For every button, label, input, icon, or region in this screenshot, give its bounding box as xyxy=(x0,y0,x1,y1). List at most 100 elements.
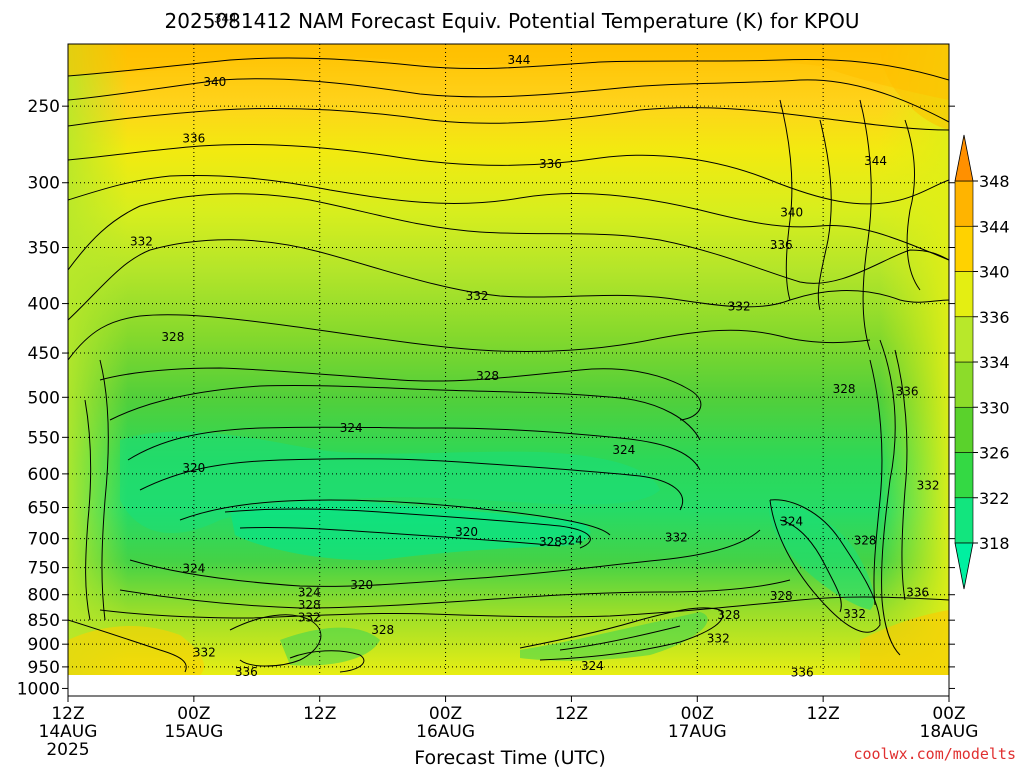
contour-label-23: 332 xyxy=(665,530,688,544)
x-tick-label-7: 00Z xyxy=(932,704,965,724)
colorbar-band-330 xyxy=(954,361,974,408)
x-tick-date-7: 18AUG xyxy=(920,722,979,742)
colorbar-top-arrow xyxy=(954,134,974,182)
warm-lower-left xyxy=(68,625,204,675)
left-edge-warm xyxy=(68,44,128,675)
ground-surface xyxy=(68,675,949,696)
plot-frame xyxy=(67,43,950,697)
green-lower-left xyxy=(280,627,380,666)
contour-label-14: 324 xyxy=(340,421,363,435)
contour-label-3: 340 xyxy=(203,75,226,89)
y-tick-label-500: 500 xyxy=(28,388,60,408)
y-tick-label-350: 350 xyxy=(28,238,60,258)
y-tick-label-800: 800 xyxy=(28,586,60,606)
x-tick-label-1: 00Z xyxy=(177,704,210,724)
colorbar-band-318 xyxy=(954,497,974,544)
credit-text: coolwx.com/modelts xyxy=(853,745,1016,763)
contour-label-4: 340 xyxy=(780,205,803,219)
warm-band-upper xyxy=(68,44,949,100)
contour-label-31: 328 xyxy=(717,608,740,622)
contour-label-32: 332 xyxy=(707,632,730,646)
colorbar-label-344: 344 xyxy=(979,217,1010,236)
contour-label-2: 344 xyxy=(864,154,887,168)
y-tick-label-300: 300 xyxy=(28,174,60,194)
y-tick-label-550: 550 xyxy=(28,428,60,448)
contour-label-5: 336 xyxy=(182,131,205,145)
x-tick-label-5: 00Z xyxy=(681,704,714,724)
warm-upper-right xyxy=(880,44,949,130)
y-tick-label-600: 600 xyxy=(28,465,60,485)
contour-label-12: 328 xyxy=(476,369,499,383)
contour-label-25: 324 xyxy=(298,586,321,600)
contour-label-6: 336 xyxy=(539,157,562,171)
y-tick-label-400: 400 xyxy=(28,295,60,315)
field-background xyxy=(68,44,949,675)
contour-label-34: 328 xyxy=(770,589,793,603)
contour-label-9: 332 xyxy=(466,289,489,303)
colorbar-band-336 xyxy=(954,271,974,318)
x-tick-label-4: 12Z xyxy=(555,704,588,724)
colorbar-band-326 xyxy=(954,406,974,453)
colorbar-label-340: 340 xyxy=(979,263,1010,282)
contour-label-16: 324 xyxy=(780,514,803,528)
x-tick-date-0: 14AUG xyxy=(39,722,98,742)
contour-label-37: 336 xyxy=(791,666,814,680)
y-tick-label-850: 850 xyxy=(28,611,60,631)
contour-label-22: 324 xyxy=(560,533,583,547)
contour-label-1: 344 xyxy=(508,53,531,67)
x-tick-label-6: 12Z xyxy=(807,704,840,724)
y-tick-label-450: 450 xyxy=(28,344,60,364)
contour-label-15: 324 xyxy=(612,443,635,457)
contour-label-38: 336 xyxy=(896,384,919,398)
contour-label-33: 324 xyxy=(581,659,604,673)
x-tick-date-1: 15AUG xyxy=(164,722,223,742)
chart-title: 2025081412 NAM Forecast Equiv. Potential… xyxy=(165,9,860,33)
colorbar-bottom-arrow xyxy=(954,542,974,590)
y-tick-label-1000: 1000 xyxy=(17,679,60,699)
contour-label-27: 332 xyxy=(298,611,321,625)
contour-label-36: 336 xyxy=(906,586,929,600)
contour-label-35: 332 xyxy=(843,607,866,621)
contour-label-11: 328 xyxy=(161,330,184,344)
right-edge-warm xyxy=(880,44,949,675)
contour-lines xyxy=(68,57,949,673)
cool-core-mid xyxy=(230,500,591,561)
contour-label-24: 328 xyxy=(854,533,877,547)
plot-area xyxy=(68,44,949,696)
colorbar-band-344 xyxy=(954,180,974,227)
colorbar-band-322 xyxy=(954,452,974,499)
warm-lower-right xyxy=(860,610,949,675)
colorbar-band-340 xyxy=(954,225,974,272)
colorbar-label-336: 336 xyxy=(979,308,1010,327)
colorbar: 318 322 326 330 334 336 340 344 348 xyxy=(954,134,1010,590)
colorbar-label-348: 348 xyxy=(979,172,1010,191)
colorbar-label-326: 326 xyxy=(979,444,1010,463)
colorbar-label-334: 334 xyxy=(979,353,1010,372)
x-tick-label-0: 12Z xyxy=(51,704,84,724)
contour-labels: 3443443443403403363363363323323323283283… xyxy=(130,12,940,680)
contour-label-8: 332 xyxy=(130,234,153,248)
x-tick-date-5: 17AUG xyxy=(668,722,727,742)
colorbar-label-318: 318 xyxy=(979,534,1010,553)
y-tick-label-650: 650 xyxy=(28,499,60,519)
x-tick-date-3: 16AUG xyxy=(416,722,475,742)
cool-blob-left xyxy=(120,431,660,534)
contour-label-21: 328 xyxy=(539,535,562,549)
contour-label-17: 320 xyxy=(182,461,205,475)
x-tick-label-2: 12Z xyxy=(303,704,336,724)
colorbar-label-322: 322 xyxy=(979,489,1010,508)
y-tick-label-900: 900 xyxy=(28,635,60,655)
contour-label-29: 332 xyxy=(193,646,216,660)
contour-label-18: 320 xyxy=(455,525,478,539)
grid-lines xyxy=(68,44,949,675)
contour-label-0: 344 xyxy=(214,12,237,26)
contour-label-13: 328 xyxy=(833,382,856,396)
x-tick-year-0: 2025 xyxy=(46,740,89,760)
y-axis: 250 300 350 400 450 500 550 600 650 700 750 800 850 9… xyxy=(17,97,955,699)
x-axis-title: Forecast Time (UTC) xyxy=(414,747,605,768)
y-tick-label-250: 250 xyxy=(28,97,60,117)
contour-label-30: 336 xyxy=(235,665,258,679)
y-tick-label-750: 750 xyxy=(28,559,60,579)
